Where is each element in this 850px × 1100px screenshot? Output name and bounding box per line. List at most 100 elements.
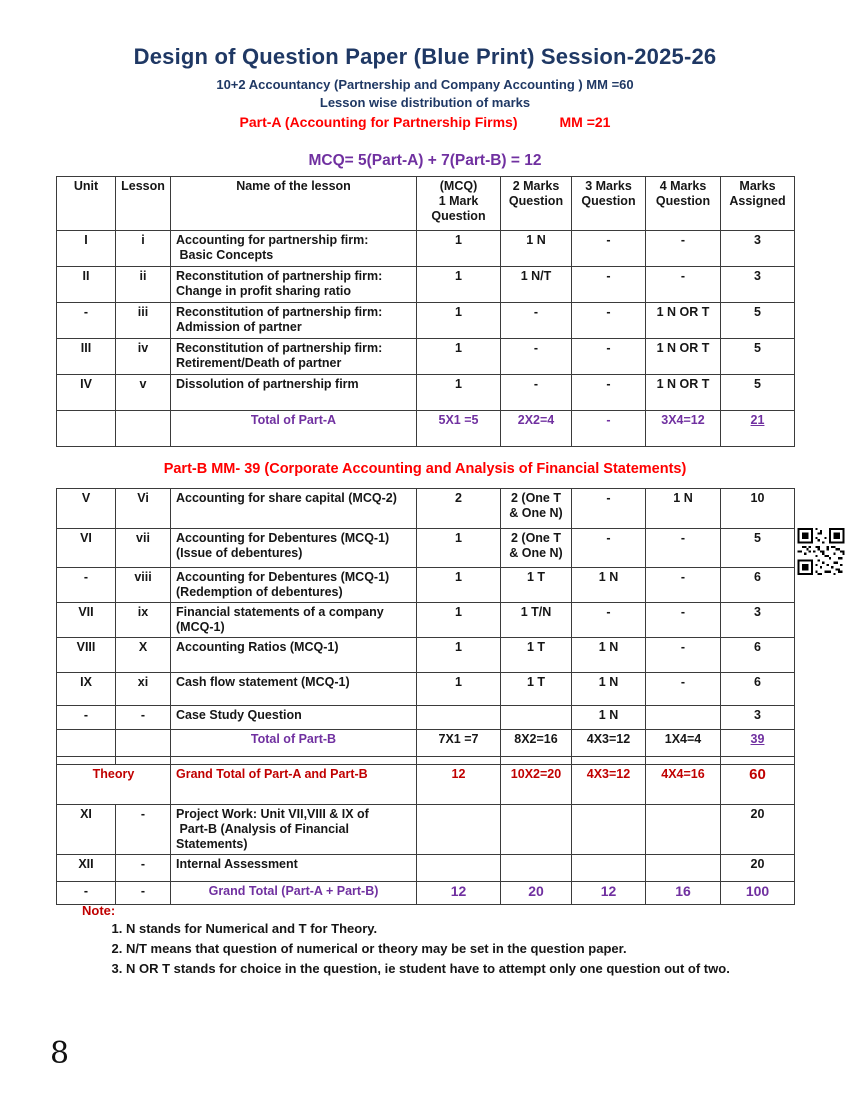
cell-marks-assigned: 20 [720, 854, 795, 882]
cell-marks-assigned: 6 [720, 637, 795, 673]
cell-lesson: Vi [115, 488, 171, 529]
note-item: N OR T stands for choice in the question… [126, 961, 792, 977]
spacer-cell [720, 756, 795, 765]
table-row: I i Accounting for partnership firm: Bas… [56, 230, 795, 267]
cell-unit: I [56, 230, 116, 267]
table-row: V Vi Accounting for share capital (MCQ-2… [56, 488, 795, 529]
page-title: Design of Question Paper (Blue Print) Se… [133, 44, 717, 69]
cell-1mark: 1 [416, 672, 501, 706]
cell-3marks: 4X3=12 [571, 764, 646, 805]
col-marks-assigned: Marks Assigned [720, 176, 795, 231]
spacer-cell [56, 756, 116, 765]
cell-4marks [645, 705, 721, 730]
cell-name: Reconstitution of partnership firm: Chan… [170, 266, 417, 303]
cell-lesson: iv [115, 338, 171, 375]
cell-lesson: - [115, 881, 171, 905]
cell-2marks [500, 854, 572, 882]
cell-2marks: 1 T [500, 567, 572, 603]
cell-marks-assigned: 100 [720, 881, 795, 905]
cell-marks-assigned: 3 [720, 266, 795, 303]
cell-name: Total of Part-B [170, 729, 417, 757]
cell-4marks: 16 [645, 881, 721, 905]
cell-1mark: 2 [416, 488, 501, 529]
cell-unit: - [56, 881, 116, 905]
cell-marks-assigned: 3 [720, 705, 795, 730]
cell-3marks: 12 [571, 881, 646, 905]
cell-name: Accounting Ratios (MCQ-1) [170, 637, 417, 673]
cell-marks-assigned: 5 [720, 338, 795, 375]
cell-name: Financial statements of a company (MCQ-1… [170, 602, 417, 638]
subtitle-course: 10+2 Accountancy (Partnership and Compan… [216, 77, 634, 92]
cell-3marks: - [571, 302, 646, 339]
grand-total-row: - - Grand Total (Part-A + Part-B) 12 20 … [56, 881, 795, 905]
cell-unit: - [56, 705, 116, 730]
cell-4marks: 1 N OR T [645, 374, 721, 411]
cell-unit: - [56, 302, 116, 339]
cell-marks-assigned: 3 [720, 230, 795, 267]
total-part-b-row: Total of Part-B 7X1 =7 8X2=16 4X3=12 1X4… [56, 729, 795, 757]
cell-2marks: 8X2=16 [500, 729, 572, 757]
cell-lesson: - [115, 854, 171, 882]
table-row: - viii Accounting for Debentures (MCQ-1)… [56, 567, 795, 603]
cell-1mark: 5X1 =5 [416, 410, 501, 447]
cell-4marks [645, 804, 721, 855]
cell-3marks [571, 854, 646, 882]
cell-name: Grand Total of Part-A and Part-B [170, 764, 417, 805]
cell-name: Accounting for Debentures (MCQ-1) (Redem… [170, 567, 417, 603]
cell-marks-assigned: 6 [720, 672, 795, 706]
cell-1mark [416, 705, 501, 730]
cell-2marks: 1 N [500, 230, 572, 267]
cell-unit: II [56, 266, 116, 303]
cell-unit: VII [56, 602, 116, 638]
cell-marks-assigned: 10 [720, 488, 795, 529]
cell-unit: IX [56, 672, 116, 706]
cell-3marks [571, 804, 646, 855]
cell-marks-assigned: 5 [720, 374, 795, 411]
cell-marks-assigned: 5 [720, 302, 795, 339]
table-row: VII ix Financial statements of a company… [56, 602, 795, 638]
part-a-heading: Part-A (Accounting for Partnership Firms… [0, 114, 850, 130]
cell-lesson: X [115, 637, 171, 673]
cell-lesson [115, 410, 171, 447]
cell-lesson: vii [115, 528, 171, 568]
cell-4marks: - [645, 672, 721, 706]
cell-name: Case Study Question [170, 705, 417, 730]
cell-2marks [500, 705, 572, 730]
subtitle-distribution: Lesson wise distribution of marks [319, 95, 531, 110]
part-a-mm: MM =21 [559, 114, 611, 130]
note-item: N stands for Numerical and T for Theory. [126, 921, 792, 937]
cell-marks-assigned: 5 [720, 528, 795, 568]
col-lesson: Lesson [115, 176, 171, 231]
table-row: XII - Internal Assessment 20 [56, 854, 795, 882]
cell-4marks: 1 N OR T [645, 302, 721, 339]
cell-name: Total of Part-A [170, 410, 417, 447]
table-row: - - Case Study Question 1 N 3 [56, 705, 795, 730]
cell-4marks: 1 N [645, 488, 721, 529]
table-header-row: Unit Lesson Name of the lesson (MCQ) 1 M… [56, 176, 795, 231]
col-name: Name of the lesson [170, 176, 417, 231]
total-part-a-row: Total of Part-A 5X1 =5 2X2=4 - 3X4=12 21 [56, 410, 795, 447]
cell-3marks: - [571, 602, 646, 638]
cell-3marks: - [571, 410, 646, 447]
document-header: Design of Question Paper (Blue Print) Se… [0, 44, 850, 170]
cell-name: Internal Assessment [170, 854, 417, 882]
cell-lesson: iii [115, 302, 171, 339]
spacer-cell [170, 756, 417, 765]
cell-1mark: 1 [416, 637, 501, 673]
spacer-cell [571, 756, 646, 765]
table-row: IX xi Cash flow statement (MCQ-1) 1 1 T … [56, 672, 795, 706]
cell-2marks: - [500, 302, 572, 339]
cell-1mark: 1 [416, 302, 501, 339]
col-unit: Unit [56, 176, 116, 231]
cell-4marks [645, 854, 721, 882]
cell-3marks: 1 N [571, 567, 646, 603]
cell-4marks: - [645, 637, 721, 673]
cell-lesson: xi [115, 672, 171, 706]
cell-4marks: - [645, 266, 721, 303]
cell-4marks: - [645, 528, 721, 568]
cell-2marks: - [500, 338, 572, 375]
spacer-cell [645, 756, 721, 765]
cell-3marks: - [571, 338, 646, 375]
cell-3marks: 1 N [571, 637, 646, 673]
